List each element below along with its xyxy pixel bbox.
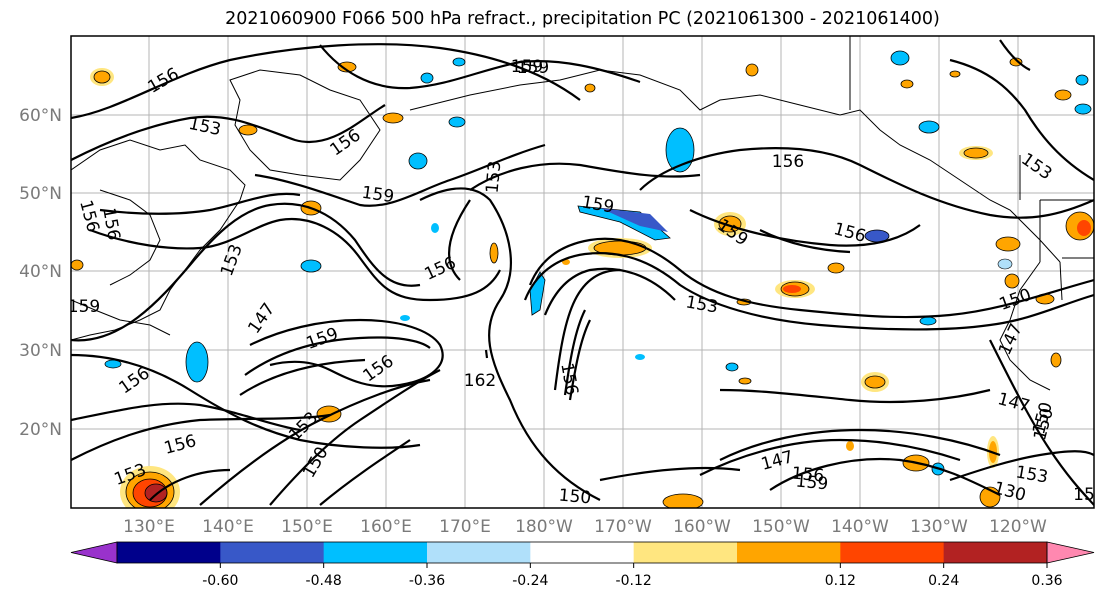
- map-title: 2021060900 F066 500 hPa refract., precip…: [225, 9, 940, 29]
- contour-label: 159: [795, 472, 829, 495]
- latitude-label: 40°N: [19, 262, 62, 282]
- coastlines: [71, 36, 1094, 391]
- contour-label: 159: [517, 58, 549, 78]
- longitude-label: 160°W: [673, 517, 731, 537]
- colorbar-segment: [220, 542, 325, 563]
- colorbar-extend-max: [1046, 541, 1095, 564]
- latitude-labels: 60°N 50°N 40°N 30°N 20°N: [19, 106, 62, 440]
- colorbar-segment: [943, 542, 1048, 563]
- longitude-label: 130°W: [910, 517, 968, 537]
- contour-label: 159: [68, 297, 100, 317]
- contour-label: 159: [511, 57, 543, 77]
- colorbar-tick-label: 0.24: [928, 573, 959, 589]
- contour-label: 153: [483, 160, 506, 194]
- contour-label: 156: [791, 464, 825, 487]
- colorbar-tick-label: 0.12: [825, 573, 856, 589]
- colorbar-tick-label: -0.24: [512, 573, 548, 589]
- longitude-label: 150°W: [752, 517, 810, 537]
- longitude-label: 130°E: [123, 517, 175, 537]
- contour-label: 162: [464, 371, 496, 391]
- contour-label: 156: [772, 152, 804, 172]
- colorbar-tick-labels: -0.60-0.48-0.36-0.24-0.120.120.240.360.4…: [202, 563, 1063, 589]
- longitude-label: 150°E: [281, 517, 333, 537]
- longitude-label: 170°W: [594, 517, 652, 537]
- colorbar-tick-label: -0.48: [306, 573, 342, 589]
- contour-label: 15: [1073, 485, 1095, 505]
- colorbar-segment: [323, 542, 428, 563]
- colorbar: [70, 541, 1095, 564]
- contour-label: 150: [558, 486, 592, 509]
- latitude-label: 50°N: [19, 184, 62, 204]
- colorbar-tick-label: -0.12: [616, 573, 652, 589]
- longitude-label: 180°W: [515, 517, 573, 537]
- colorbar-segment: [737, 542, 841, 563]
- colorbar-segment: [840, 542, 945, 563]
- longitude-label: 140°E: [202, 517, 254, 537]
- longitude-label: 170°E: [439, 517, 491, 537]
- longitude-labels: 130°E 140°E 150°E 160°E 170°E 180°W 170°W 160°W…: [123, 517, 1047, 537]
- map-border: [70, 35, 1095, 509]
- contour-label: 159: [360, 183, 395, 207]
- longitude-label: 140°W: [831, 517, 889, 537]
- colorbar-tick-label: -0.36: [409, 573, 445, 589]
- colorbar-frame: [116, 541, 1048, 564]
- colorbar-tick-label: -0.60: [202, 573, 238, 589]
- longitude-label: 120°W: [989, 517, 1047, 537]
- colorbar-extend-min: [70, 541, 118, 564]
- colorbar-segment: [117, 542, 221, 563]
- refractivity-contours: [71, 39, 1094, 506]
- colorbar-segment: [530, 542, 635, 563]
- longitude-label: 160°E: [360, 517, 412, 537]
- colorbar-tick-label: 0.36: [1031, 573, 1062, 589]
- latitude-label: 20°N: [19, 420, 62, 440]
- latitude-label: 30°N: [19, 341, 62, 361]
- colorbar-segment: [633, 542, 738, 563]
- colorbar-segment: [427, 542, 531, 563]
- precipitation-shading: [71, 50, 1094, 508]
- latitude-label: 60°N: [19, 106, 62, 126]
